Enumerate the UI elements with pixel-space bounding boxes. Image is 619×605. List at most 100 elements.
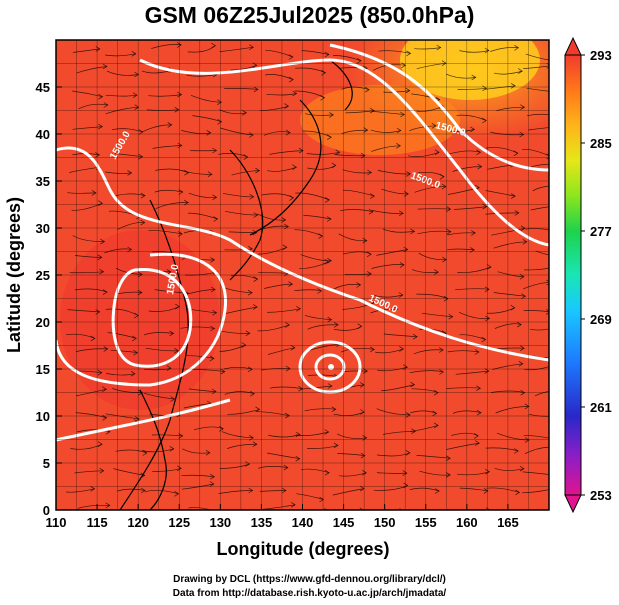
streamline-arrow — [557, 124, 561, 129]
streamline-arrow — [138, 153, 144, 160]
streamline-arrow — [97, 369, 103, 376]
streamline — [532, 185, 549, 192]
streamline-arrow — [514, 448, 519, 454]
streamline — [295, 431, 329, 436]
streamline-arrow — [326, 216, 332, 222]
streamline — [380, 384, 415, 392]
streamline-arrow — [285, 365, 291, 372]
streamline-arrow — [250, 390, 255, 397]
streamline — [106, 373, 136, 376]
x-tick-label: 110 — [46, 515, 67, 530]
streamline-arrow — [551, 473, 555, 478]
streamline — [457, 471, 490, 476]
streamline — [107, 332, 137, 339]
streamline-arrow — [400, 111, 405, 118]
x-tick-label: 165 — [497, 515, 519, 530]
streamline-arrow — [140, 219, 146, 226]
streamline — [490, 390, 525, 394]
streamline-arrow — [554, 162, 558, 167]
streamline — [222, 192, 254, 198]
streamline-arrow — [441, 60, 447, 66]
streamline — [452, 410, 482, 414]
streamline — [378, 50, 411, 54]
streamline-arrow — [546, 153, 549, 160]
streamline-arrow — [253, 86, 259, 93]
streamline-arrow — [482, 203, 488, 210]
streamline — [188, 507, 212, 510]
streamline — [221, 431, 254, 439]
streamline — [334, 154, 366, 157]
streamline — [66, 488, 95, 493]
streamline-arrow — [555, 115, 559, 120]
y-tick-label: 30 — [36, 221, 50, 236]
streamline — [113, 468, 145, 476]
streamline — [141, 124, 172, 133]
streamline-arrow — [360, 452, 366, 459]
streamline-arrow — [132, 92, 138, 98]
streamline-arrow — [446, 206, 452, 212]
streamline — [70, 443, 103, 450]
streamline — [224, 306, 258, 315]
streamline — [486, 487, 520, 493]
streamline-arrow — [521, 293, 527, 299]
streamline-arrow — [323, 508, 328, 510]
streamline-arrow — [220, 368, 226, 375]
streamline-arrow — [290, 344, 296, 351]
streamline-arrow — [253, 276, 259, 282]
streamline-arrow — [95, 152, 100, 158]
credit-data: Data from http://database.rish.kyoto-u.a… — [172, 588, 447, 599]
streamline-arrow — [335, 149, 341, 156]
streamline-arrow — [242, 110, 247, 116]
y-tick-label: 5 — [43, 456, 50, 471]
streamline-arrow — [169, 330, 175, 337]
streamline-arrow — [550, 264, 554, 269]
streamline-arrow — [211, 388, 217, 395]
streamline — [307, 324, 339, 330]
plot-area: 1500.0 1500.0 1500.0 1500.0 1500.0 — [56, 40, 561, 516]
streamline-arrow — [285, 129, 291, 136]
streamline-arrow — [364, 86, 370, 93]
streamline — [419, 470, 451, 476]
streamline-arrow — [485, 315, 491, 322]
streamline — [77, 504, 110, 509]
streamline-arrow — [140, 192, 146, 199]
streamline-arrow — [289, 195, 295, 201]
streamline-arrow — [217, 119, 223, 125]
streamline-arrow — [206, 130, 212, 136]
streamline — [332, 488, 365, 496]
streamline — [224, 248, 253, 251]
x-tick-label: 115 — [87, 515, 108, 530]
streamline-arrow — [393, 306, 399, 312]
streamline-arrow — [210, 473, 215, 480]
streamline-arrow — [320, 95, 326, 101]
streamline-arrow — [356, 58, 362, 64]
streamline-arrow — [406, 50, 412, 57]
streamline — [411, 269, 439, 273]
streamline-arrow — [248, 132, 254, 138]
streamline-arrow — [90, 486, 96, 492]
streamline — [342, 169, 372, 174]
streamline — [114, 153, 143, 158]
cyclone-contour-inner — [314, 353, 346, 381]
streamline-arrow — [327, 316, 333, 323]
streamline-arrow — [207, 171, 213, 177]
colorbar-tick-label: 293 — [590, 48, 612, 63]
streamline — [193, 426, 224, 431]
streamline — [267, 166, 297, 172]
streamline-arrow — [446, 228, 452, 235]
streamline — [526, 113, 549, 117]
colorbar: 293 285 277 269 261 253 — [564, 36, 612, 514]
streamline — [417, 230, 451, 235]
streamline — [152, 145, 182, 149]
streamline-arrow — [482, 85, 488, 92]
streamline-arrow — [167, 122, 173, 128]
streamline — [151, 44, 182, 49]
streamline — [341, 129, 368, 135]
cool-core-ne — [400, 40, 540, 100]
streamline-arrow — [449, 511, 453, 516]
streamline-arrow — [518, 68, 523, 74]
streamline-arrow — [477, 163, 483, 170]
streamline — [106, 70, 139, 76]
streamline — [265, 49, 293, 58]
